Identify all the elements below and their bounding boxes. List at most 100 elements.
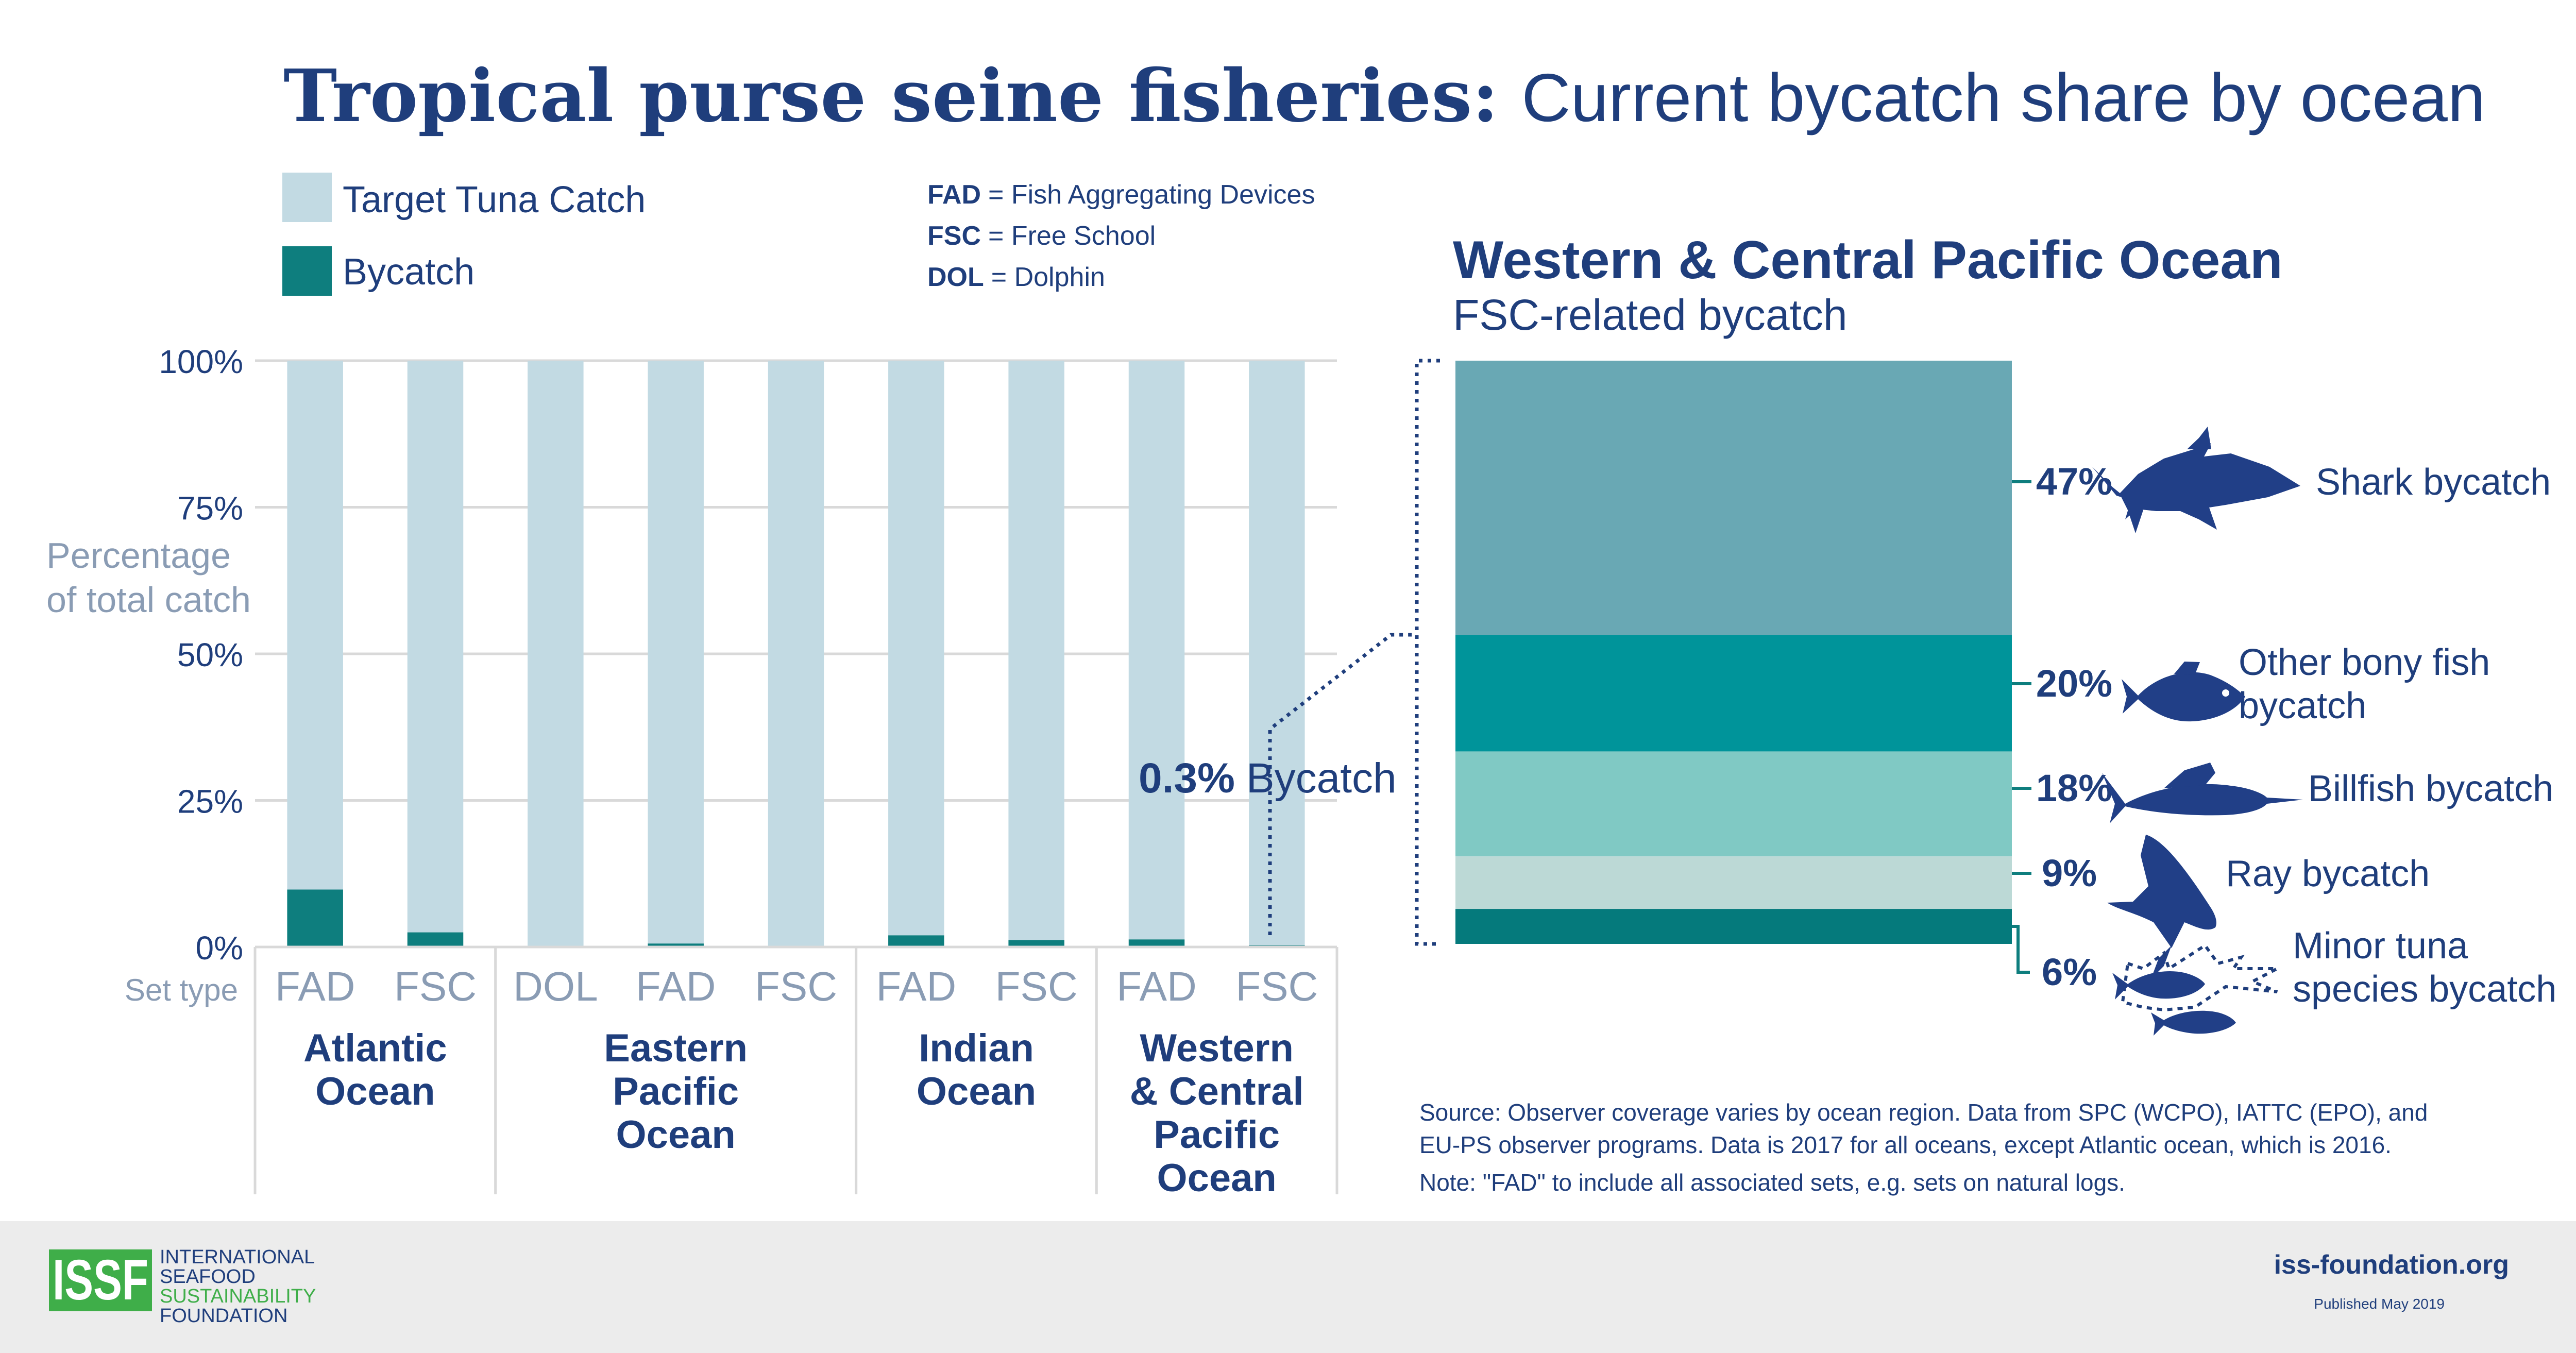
segment-percent-label: 20% <box>2036 662 2112 705</box>
segment-name-label: Other bony fish <box>2239 642 2490 683</box>
title-bold: Tropical purse seine fisheries: <box>283 54 1499 139</box>
breakdown-bracket <box>1415 359 1440 946</box>
ocean-label: Ocean <box>616 1113 735 1157</box>
segment-name-label: Shark bycatch <box>2316 462 2551 503</box>
bycatch-bar-segment <box>888 935 944 947</box>
org-line-3: SUSTAINABILITY <box>160 1286 316 1307</box>
legend-label-target: Target Tuna Catch <box>343 179 646 221</box>
ocean-label: Indian <box>919 1026 1034 1070</box>
breakdown-segment <box>1455 635 2012 752</box>
source-notes: Source: Observer coverage varies by ocea… <box>1419 1099 2428 1196</box>
abbr-fad: FAD = Fish Aggregating Devices <box>927 180 1315 210</box>
x-tick-label: DOL <box>513 963 598 1009</box>
legend-label-bycatch: Bycatch <box>343 251 474 293</box>
billfish-icon <box>2102 763 2303 823</box>
segment-percent-label: 18% <box>2036 767 2112 809</box>
ocean-label: Ocean <box>315 1070 435 1113</box>
org-line-2: SEAFOOD <box>160 1266 256 1288</box>
ocean-label: Atlantic <box>303 1026 447 1070</box>
segment-name-label: species bycatch <box>2293 969 2556 1010</box>
x-tick-label: FAD <box>1116 963 1197 1009</box>
abbr-dol: DOL = Dolphin <box>927 262 1105 292</box>
footer-background <box>0 1221 2576 1353</box>
legend: Target Tuna Catch Bycatch <box>282 173 646 296</box>
target-catch-bar-segment <box>888 361 944 936</box>
y-axis-label-line2: of total catch <box>46 580 251 620</box>
target-catch-bar-segment <box>407 361 464 933</box>
target-catch-bar-segment <box>528 361 584 946</box>
issf-logo <box>49 1249 152 1311</box>
ocean-label: Western <box>1140 1026 1293 1070</box>
ocean-label: Pacific <box>613 1070 739 1113</box>
bycatch-bar-segment <box>1008 940 1064 947</box>
x-tick-label: FSC <box>995 963 1078 1009</box>
x-tick-label: FAD <box>876 963 957 1009</box>
bars <box>287 361 1305 947</box>
target-catch-bar-segment <box>768 361 824 946</box>
wcpo-bycatch-breakdown: Western & Central Pacific Ocean FSC-rela… <box>1415 230 2556 1036</box>
target-catch-bar-segment <box>648 361 704 944</box>
tuna-icon <box>2112 943 2278 1036</box>
bycatch-bar-segment <box>407 932 464 947</box>
target-catch-bar-segment <box>287 361 343 890</box>
x-tick-label: FSC <box>1235 963 1318 1009</box>
x-tick-label: FAD <box>636 963 716 1009</box>
segment-percent-label: 9% <box>2042 852 2097 894</box>
ocean-label: & Central <box>1130 1070 1304 1113</box>
segment-tick <box>2012 925 2030 974</box>
target-catch-bar-segment <box>1249 361 1305 945</box>
breakdown-segments <box>1455 361 2012 944</box>
footer: ISSF INTERNATIONAL SEAFOOD SUSTAINABILIT… <box>0 1221 2576 1353</box>
set-type-label: Set type <box>125 973 238 1007</box>
page-title: Tropical purse seine fisheries: Current … <box>283 54 2485 139</box>
note-line-3: Note: "FAD" to include all associated se… <box>1419 1169 2125 1196</box>
shark-icon <box>2092 427 2300 533</box>
ocean-group-labels: AtlanticOceanEasternPacificOceanIndianOc… <box>303 1026 1304 1200</box>
abbr-fsc: FSC = Free School <box>927 221 1156 251</box>
breakdown-segment <box>1455 856 2012 909</box>
abbreviation-key: FAD = Fish Aggregating Devices FSC = Free … <box>927 180 1315 292</box>
x-tick-label: FSC <box>394 963 477 1009</box>
segment-name-label: Billfish bycatch <box>2308 768 2553 809</box>
y-axis-label-line1: Percentage <box>46 535 231 576</box>
bycatch-bar-segment <box>1128 939 1185 947</box>
fish-icon <box>2122 662 2245 722</box>
annotation-leader-line <box>1268 633 1414 935</box>
y-tick-label: 75% <box>177 490 243 527</box>
segment-ticks <box>2012 480 2031 974</box>
website-link[interactable]: iss-foundation.org <box>2274 1250 2509 1280</box>
note-line-2: EU-PS observer programs. Data is 2017 fo… <box>1419 1131 2392 1158</box>
breakdown-title: Western & Central Pacific Ocean <box>1453 230 2283 290</box>
group-separators <box>253 945 1338 1194</box>
org-line-4: FOUNDATION <box>160 1305 287 1327</box>
published-date: Published May 2019 <box>2314 1296 2445 1312</box>
breakdown-subtitle: FSC-related bycatch <box>1453 291 1848 339</box>
x-tick-label: FAD <box>275 963 355 1009</box>
y-axis-ticks: 0% 25% 50% 75% 100% <box>159 343 243 967</box>
breakdown-segment <box>1455 751 2012 857</box>
segment-labels: 47% Shark bycatch 20% Other bony fishbycatc… <box>2036 460 2556 1010</box>
bar-chart-by-ocean: 0% 25% 50% 75% 100% Percentage of total catc… <box>46 343 1414 1200</box>
x-tick-label: FSC <box>755 963 837 1009</box>
issf-logo-text: ISSF <box>53 1248 148 1312</box>
ocean-label: Pacific <box>1154 1113 1280 1157</box>
y-tick-label: 100% <box>159 343 243 380</box>
ray-icon <box>2107 835 2216 979</box>
bycatch-bar-segment <box>287 889 343 947</box>
legend-swatch-bycatch <box>282 246 332 296</box>
title-light: Current bycatch share by ocean <box>1521 60 2485 136</box>
bycatch-annotation: 0.3% Bycatch <box>1139 755 1397 802</box>
x-axis-categories: FAD FSC DOL FAD FSC FAD FSC FAD FSC <box>275 963 1318 1009</box>
y-tick-label: 0% <box>196 929 244 967</box>
y-tick-label: 50% <box>177 636 243 673</box>
breakdown-segment <box>1455 909 2012 944</box>
ocean-label: Ocean <box>1157 1156 1276 1200</box>
segment-name-label: Minor tuna <box>2293 925 2468 967</box>
legend-swatch-target <box>282 173 332 222</box>
segment-percent-label: 6% <box>2042 951 2097 993</box>
segment-name-label: Ray bycatch <box>2226 853 2430 894</box>
org-line-1: INTERNATIONAL <box>160 1246 315 1268</box>
breakdown-segment <box>1455 361 2012 635</box>
bycatch-bar-segment <box>648 943 704 947</box>
